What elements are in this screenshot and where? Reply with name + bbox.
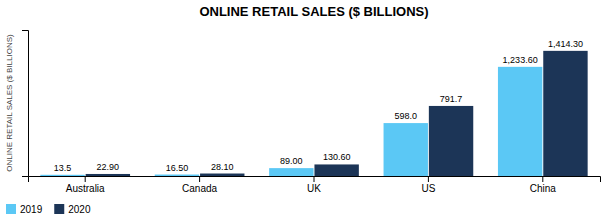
legend: 2019 2020	[6, 204, 91, 215]
data-label: 28.10	[211, 162, 234, 172]
data-label: 1,414.30	[548, 39, 583, 49]
x-axis-line	[29, 177, 601, 183]
x-tick: Australia	[66, 176, 105, 194]
x-tick: US	[421, 176, 435, 194]
legend-item: 2020	[54, 204, 91, 215]
data-label: 16.50	[166, 163, 189, 173]
chart: 13.5 16.50 89.00 598.0 1,233.60 22.90 28.10 130…	[0, 0, 610, 222]
data-labels: 13.5 16.50 89.00 598.0 1,233.60 22.90 28.10 130…	[54, 39, 583, 173]
legend-item: 2019	[6, 204, 43, 215]
x-tick: China	[530, 176, 557, 194]
x-tick-label: China	[530, 183, 557, 194]
y-axis-label: ONLINE RETAIL SALES ($ BILLIONS)	[5, 34, 14, 172]
x-tick-label: US	[421, 183, 435, 194]
bar	[314, 164, 358, 176]
bar	[269, 168, 313, 176]
data-label: 89.00	[280, 156, 303, 166]
data-label: 130.60	[323, 152, 351, 162]
x-tick-mark	[314, 176, 315, 182]
x-tick-label: UK	[307, 183, 321, 194]
x-tick-label: Australia	[66, 183, 105, 194]
data-label: 22.90	[97, 162, 120, 172]
bar	[86, 174, 130, 176]
plot: 13.5 16.50 89.00 598.0 1,233.60 22.90 28.10 130…	[22, 31, 601, 195]
title: ONLINE RETAIL SALES ($ BILLIONS)	[199, 4, 428, 19]
bar	[543, 51, 587, 176]
bar	[200, 174, 244, 176]
data-label: 791.7	[440, 94, 463, 104]
legend-swatch	[6, 204, 16, 214]
x-tick-mark	[428, 176, 429, 182]
x-tick: UK	[307, 176, 321, 194]
bar	[429, 106, 473, 176]
x-tick-mark	[199, 176, 200, 182]
bars	[40, 51, 587, 176]
bar	[155, 175, 199, 176]
y-axis	[22, 31, 29, 177]
legend-swatch	[54, 204, 64, 214]
x-axis: Australia Canada UK US China	[29, 176, 601, 194]
bar	[498, 67, 542, 176]
bar	[40, 175, 84, 176]
data-label: 1,233.60	[503, 55, 538, 65]
data-label: 598.0	[394, 111, 417, 121]
legend-label: 2020	[68, 204, 91, 215]
x-tick-mark	[542, 176, 543, 182]
legend-label: 2019	[20, 204, 43, 215]
x-tick-mark	[85, 176, 86, 182]
y-axis-line	[22, 31, 29, 177]
bar	[384, 123, 428, 176]
x-tick-label: Canada	[182, 183, 217, 194]
x-tick: Canada	[182, 176, 217, 194]
data-label: 13.5	[54, 163, 72, 173]
